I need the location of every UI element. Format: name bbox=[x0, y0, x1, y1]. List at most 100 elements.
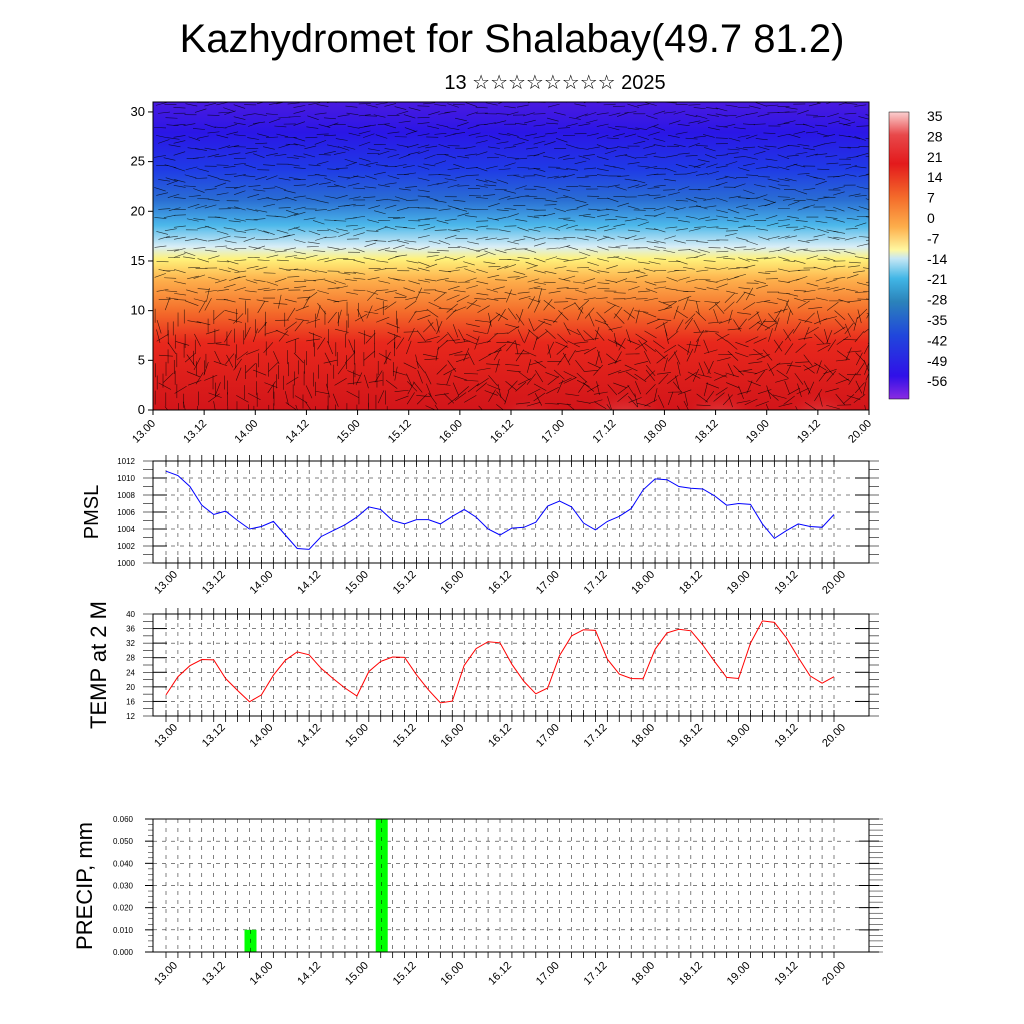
wind-barb bbox=[617, 175, 630, 177]
wind-barb bbox=[236, 395, 249, 403]
wind-barb bbox=[416, 330, 426, 342]
wind-barb bbox=[714, 374, 728, 381]
wind-barb bbox=[703, 361, 711, 375]
wind-barb bbox=[324, 258, 337, 263]
wind-barb bbox=[835, 393, 845, 405]
wind-barb bbox=[685, 113, 698, 118]
wind-barb bbox=[722, 394, 733, 406]
wind-barb bbox=[556, 168, 569, 170]
wind-barb bbox=[173, 185, 186, 188]
wind-barb bbox=[457, 122, 469, 127]
wind-barb bbox=[726, 340, 738, 350]
wind-barb bbox=[366, 290, 379, 295]
wind-barb bbox=[385, 290, 397, 293]
wind-barb bbox=[495, 312, 509, 321]
wind-barb bbox=[864, 361, 869, 375]
wind-barb bbox=[637, 103, 650, 107]
wind-barb bbox=[504, 247, 517, 251]
wind-barb bbox=[606, 265, 618, 270]
wind-barb bbox=[627, 229, 640, 232]
y-tick-label: 1008 bbox=[117, 491, 135, 500]
wind-barb bbox=[686, 344, 701, 347]
wind-barb bbox=[847, 313, 856, 326]
wind-barb bbox=[173, 140, 186, 144]
wind-barb bbox=[794, 297, 806, 302]
wind-barb bbox=[204, 374, 218, 381]
wind-barb bbox=[447, 332, 456, 344]
wind-barb bbox=[587, 261, 599, 266]
wind-barb bbox=[266, 152, 278, 156]
x-tick-label: 20.00 bbox=[820, 722, 848, 750]
wind-barb bbox=[533, 242, 546, 247]
colorbar-label: -35 bbox=[927, 312, 947, 328]
wind-barb bbox=[226, 260, 239, 265]
wind-barb bbox=[767, 391, 779, 401]
wind-barb bbox=[417, 189, 430, 192]
wind-streamlines bbox=[153, 102, 869, 410]
wind-barb bbox=[706, 287, 719, 291]
wind-barb bbox=[207, 153, 220, 158]
wind-barb bbox=[838, 373, 851, 382]
wind-barb bbox=[293, 211, 306, 216]
wind-barb bbox=[693, 135, 706, 138]
wind-barb bbox=[456, 340, 470, 344]
x-tick-label: 16.12 bbox=[486, 569, 514, 597]
wind-barb bbox=[705, 280, 718, 283]
wind-barb bbox=[393, 244, 405, 249]
x-tick-label: 16.00 bbox=[437, 418, 465, 446]
wind-barb bbox=[314, 140, 327, 145]
wind-barb bbox=[406, 340, 412, 355]
wind-barb bbox=[783, 299, 790, 313]
wind-barb bbox=[718, 318, 733, 324]
wind-barb bbox=[314, 209, 327, 211]
wind-barb bbox=[818, 370, 828, 382]
wind-barb bbox=[447, 167, 460, 170]
wind-barb bbox=[825, 155, 838, 158]
wind-barb bbox=[334, 248, 347, 251]
wind-barb bbox=[383, 351, 391, 365]
x-tick-label: 13.12 bbox=[200, 569, 228, 597]
wind-barb bbox=[865, 198, 869, 201]
wind-barb bbox=[817, 344, 831, 352]
wind-barb bbox=[283, 189, 296, 194]
wind-barb bbox=[324, 151, 336, 155]
wind-barb bbox=[424, 217, 437, 220]
wind-barb bbox=[285, 337, 300, 343]
wind-barb bbox=[196, 135, 209, 139]
wind-barb bbox=[224, 110, 236, 115]
wind-barb bbox=[524, 330, 531, 344]
wind-barb bbox=[394, 106, 407, 110]
wind-barb bbox=[634, 373, 647, 383]
wind-barb bbox=[657, 394, 665, 408]
wind-barb bbox=[796, 387, 810, 395]
wind-barb bbox=[633, 269, 646, 274]
wind-barb bbox=[394, 366, 398, 381]
wind-barb bbox=[607, 369, 622, 376]
wind-barb bbox=[764, 270, 777, 273]
wind-barb bbox=[845, 164, 858, 170]
wind-barb bbox=[664, 167, 677, 173]
wind-barb bbox=[745, 336, 759, 343]
wind-barb bbox=[615, 186, 627, 191]
wind-barb bbox=[543, 155, 555, 159]
wind-barb bbox=[746, 380, 753, 394]
wind-barb bbox=[604, 227, 616, 232]
wind-barb bbox=[453, 131, 466, 135]
wind-barb bbox=[768, 328, 773, 342]
wind-barb bbox=[457, 155, 470, 159]
x-tick-label: 16.00 bbox=[438, 960, 466, 988]
wind-barb bbox=[273, 302, 288, 305]
wind-barb bbox=[664, 178, 677, 182]
wind-barb bbox=[384, 182, 397, 185]
wind-barb bbox=[574, 302, 584, 314]
wind-barb bbox=[245, 219, 258, 221]
wind-barb bbox=[405, 186, 418, 188]
wind-barb bbox=[803, 364, 817, 371]
wind-barb bbox=[715, 176, 728, 181]
colorbar-label: 14 bbox=[927, 169, 943, 185]
wind-barb bbox=[505, 364, 520, 366]
wind-barb bbox=[233, 358, 242, 371]
wind-barb bbox=[443, 367, 456, 376]
pmsl-ylabel: PMSL bbox=[81, 485, 103, 539]
